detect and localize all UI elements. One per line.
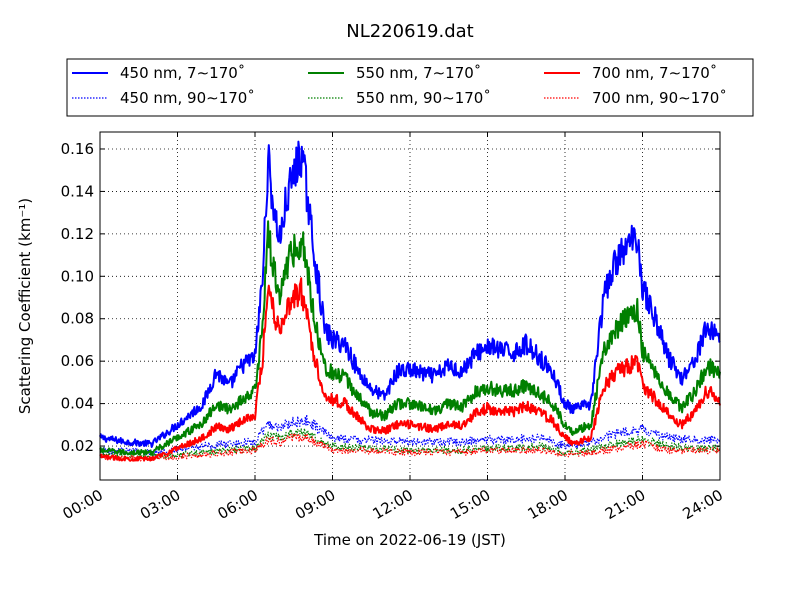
legend: 450 nm, 7∼170˚ 550 nm, 7∼170˚ 700 nm, 7∼17… [66,58,754,117]
y-tick-label: 0.10 [61,267,94,285]
legend-label: 700 nm, 90∼170˚ [592,89,727,107]
series-line [99,220,721,456]
chart-title: NL220619.dat [346,21,473,42]
y-tick-label: 0.16 [61,140,94,158]
legend-frame [66,58,754,117]
series-line [99,414,721,456]
series-line [99,277,721,462]
legend-label: 450 nm, 90∼170˚ [120,89,255,107]
y-tick-label: 0.14 [61,182,94,200]
legend-label: 450 nm, 7∼170˚ [120,64,245,82]
series-layer [99,140,721,462]
y-tick-label: 0.06 [61,352,94,370]
y-axis-tick-labels: 0.02 0.04 0.06 0.08 0.10 0.12 0.14 0.16 [61,140,94,455]
grid [100,132,720,480]
legend-label: 550 nm, 7∼170˚ [356,64,481,82]
axis-ticks [99,132,721,480]
x-axis-label: Time on 2022-06-19 (JST) [313,531,506,549]
series-line [99,427,721,460]
legend-label: 700 nm, 7∼170˚ [592,64,717,82]
y-tick-label: 0.04 [61,395,94,413]
series-line [99,432,721,462]
y-tick-label: 0.08 [61,310,94,328]
legend-label: 550 nm, 90∼170˚ [356,89,491,107]
y-tick-label: 0.02 [61,437,94,455]
y-tick-label: 0.12 [61,225,94,243]
series-line [99,140,721,448]
y-axis-label: Scattering Coefficient (km⁻¹) [16,198,34,414]
